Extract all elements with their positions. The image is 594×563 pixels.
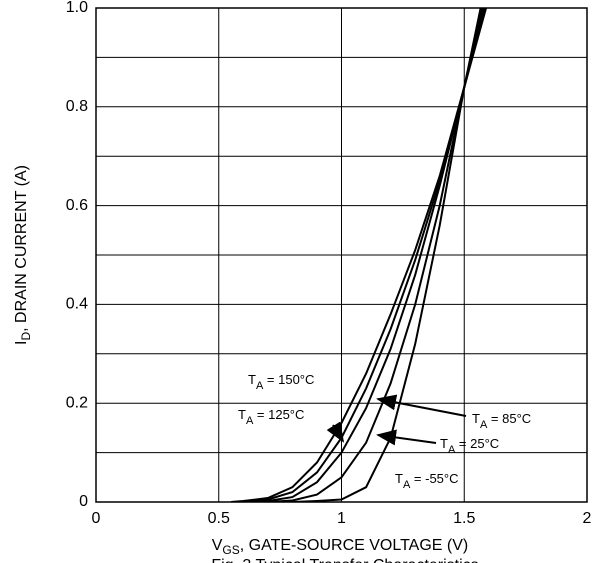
curve — [267, 8, 482, 502]
y-tick-label: 1.0 — [66, 0, 88, 16]
y-title-symbol: I — [13, 341, 30, 345]
x-title-subscript: GS — [222, 543, 239, 557]
series-label: TA = 125°C — [238, 407, 304, 426]
label-subscript: A — [403, 479, 411, 491]
label-symbol: T — [395, 471, 403, 486]
y-tick-label: 0.6 — [66, 197, 88, 214]
arrow — [326, 421, 345, 443]
series-label: TA = -55°C — [395, 471, 459, 490]
label-subscript: A — [448, 444, 456, 456]
label-symbol: T — [440, 436, 448, 451]
y-title-subscript: D — [19, 332, 33, 341]
label-subscript: A — [480, 419, 488, 431]
label-subscript: A — [256, 380, 264, 392]
y-tick-label: 0.2 — [66, 394, 88, 411]
series-label: TA = 85°C — [472, 411, 531, 430]
y-tick-label: 0.8 — [66, 98, 88, 115]
label-symbol: T — [248, 372, 256, 387]
label-text: = 25°C — [455, 436, 499, 451]
curve — [230, 8, 488, 502]
x-title-symbol: V — [212, 537, 223, 554]
caption: Fig. 3 Typical Transfer Characteristics — [211, 557, 478, 563]
x-tick-label: 0 — [92, 510, 101, 527]
curve — [231, 8, 486, 502]
label-text: = 85°C — [487, 411, 531, 426]
curve — [231, 8, 485, 502]
arrow — [376, 429, 437, 446]
label-text: = -55°C — [410, 471, 458, 486]
label-text: = 125°C — [253, 407, 304, 422]
x-axis-title: VGS, GATE-SOURCE VOLTAGE (V) — [212, 537, 468, 557]
series-label: TA = 25°C — [440, 436, 499, 455]
labels: 00.20.40.60.81.00 0.5 1 1.5 2TA = 150°CTA = … — [13, 0, 591, 563]
label-subscript: A — [246, 415, 254, 427]
grid — [95, 7, 588, 503]
label-text: = 150°C — [263, 372, 314, 387]
x-tick-label: 0.5 — [208, 510, 230, 527]
y-axis-title: ID, DRAIN CURRENT (A) — [13, 165, 33, 345]
label-symbol: T — [238, 407, 246, 422]
arrow — [376, 394, 467, 417]
series-label: TA = 150°C — [248, 372, 314, 391]
y-title-text: , DRAIN CURRENT (A) — [13, 165, 30, 332]
x-tick-label: 1.5 — [453, 510, 475, 527]
x-tick-label: 1 — [337, 510, 346, 527]
curve — [231, 8, 484, 502]
x-title-text: , GATE-SOURCE VOLTAGE (V) — [240, 537, 468, 554]
y-tick-label: 0 — [79, 493, 88, 510]
label-symbol: T — [472, 411, 480, 426]
y-tick-label: 0.4 — [66, 296, 88, 313]
x-tick-label: 2 — [583, 510, 592, 527]
curves — [230, 8, 488, 502]
